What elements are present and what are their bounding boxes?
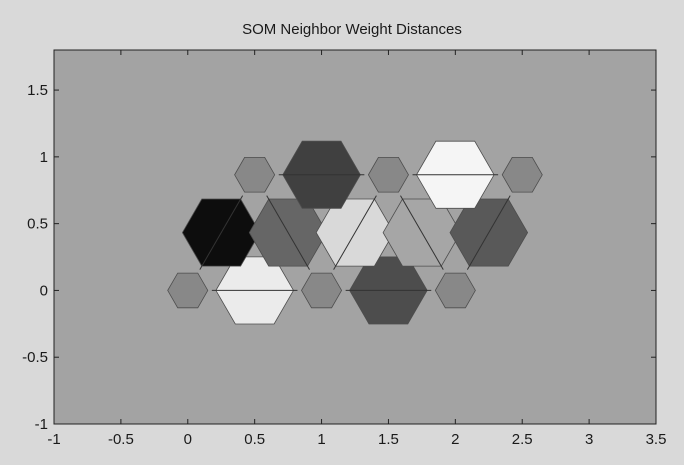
neuron-cell bbox=[167, 272, 209, 309]
neuron-cell bbox=[501, 156, 543, 193]
plot-area: -1 -0.5 0 0.5 1 1.5 2 2.5 3 3.5 -1 -0.5 0 0.5 1 1.5 bbox=[22, 49, 667, 448]
x-tick-label: 0 bbox=[184, 431, 192, 448]
neuron-cell bbox=[234, 156, 276, 193]
connection-line bbox=[466, 195, 511, 270]
connection-line bbox=[199, 195, 244, 270]
y-tick-label: 1 bbox=[40, 149, 48, 166]
x-tick-label: -1 bbox=[47, 431, 60, 448]
x-tick-label: 2 bbox=[451, 431, 459, 448]
y-tick-label: -1 bbox=[35, 416, 48, 433]
x-tick-label: 0.5 bbox=[244, 431, 265, 448]
connection-line bbox=[266, 195, 310, 270]
y-tick-label: 0.5 bbox=[27, 216, 48, 233]
y-tick-label: 0 bbox=[40, 282, 48, 299]
y-tick-label: 1.5 bbox=[27, 82, 48, 99]
neuron-cell bbox=[367, 156, 409, 193]
chart-title: SOM Neighbor Weight Distances bbox=[242, 21, 462, 38]
x-tick-label: 3 bbox=[585, 431, 593, 448]
x-tick-label: 1.5 bbox=[378, 431, 399, 448]
connection-line bbox=[333, 195, 377, 270]
neuron-cell bbox=[301, 272, 343, 309]
axes-frame bbox=[53, 49, 657, 425]
x-tick-label: 2.5 bbox=[512, 431, 533, 448]
x-tick-label: 3.5 bbox=[646, 431, 667, 448]
x-tick-label: -0.5 bbox=[108, 431, 134, 448]
y-tick-label: -0.5 bbox=[22, 349, 48, 366]
x-tick-label: 1 bbox=[317, 431, 325, 448]
connection-line bbox=[400, 195, 444, 270]
neuron-cell bbox=[434, 272, 476, 309]
